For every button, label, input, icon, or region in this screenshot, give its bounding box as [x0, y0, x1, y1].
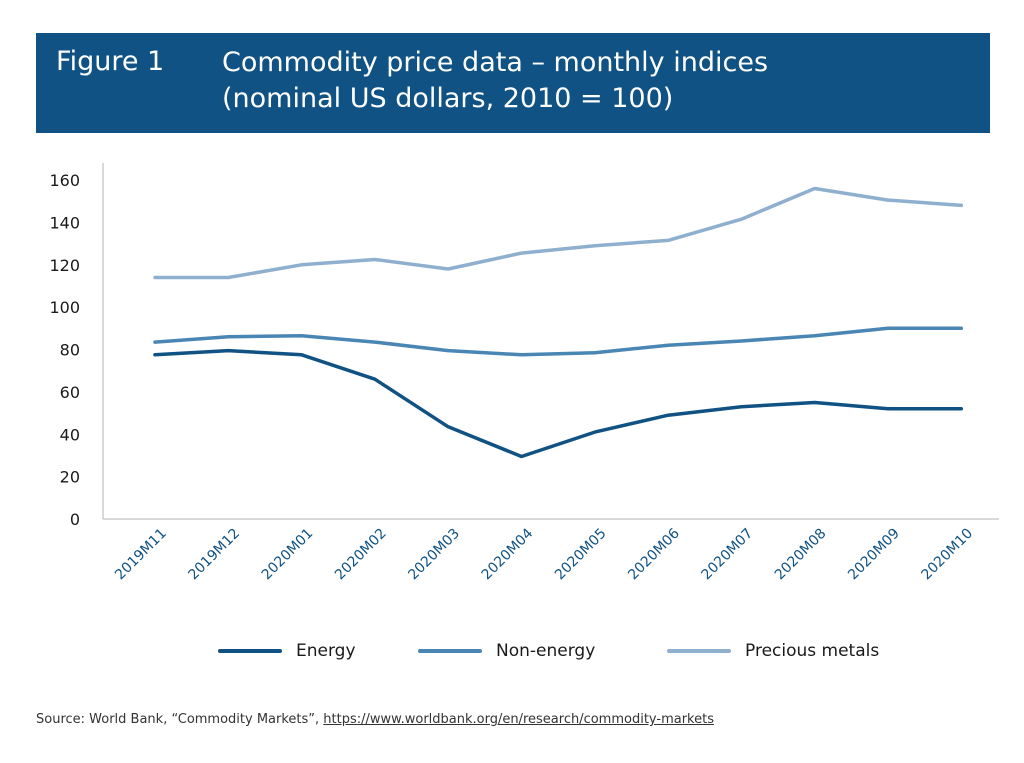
figure-title: Commodity price data – monthly indices (… — [222, 45, 768, 117]
legend-swatch-energy — [218, 649, 282, 653]
y-tick-label: 120 — [49, 256, 80, 275]
y-tick-label: 80 — [60, 341, 80, 360]
source-link[interactable]: https://www.worldbank.org/en/research/co… — [323, 712, 714, 727]
series-line-precious-metals — [153, 186, 964, 280]
legend-swatch-non-energy — [418, 649, 482, 653]
chart-series — [153, 186, 964, 459]
x-tick-label: 2020M02 — [332, 526, 390, 584]
y-tick-label: 40 — [60, 425, 80, 444]
x-tick-label: 2020M10 — [918, 526, 976, 584]
x-tick-label: 2020M03 — [405, 526, 463, 584]
x-tick-label: 2019M12 — [185, 526, 243, 584]
source-note: Source: World Bank, “Commodity Markets”,… — [36, 712, 714, 727]
series-line-non-energy — [153, 326, 964, 357]
y-tick-label: 0 — [70, 510, 80, 529]
figure-header: Figure 1 Commodity price data – monthly … — [36, 33, 990, 133]
figure-title-line-2: (nominal US dollars, 2010 = 100) — [222, 83, 674, 114]
x-tick-label: 2020M04 — [479, 525, 537, 583]
x-tick-label: 2020M09 — [845, 526, 903, 584]
chart-legend: Energy Non-energy Precious metals — [0, 636, 1024, 666]
legend-label-energy: Energy — [296, 641, 356, 661]
figure-title-line-1: Commodity price data – monthly indices — [222, 47, 769, 78]
x-tick-label: 2019M11 — [112, 526, 170, 584]
legend-item-non-energy: Non-energy — [418, 636, 595, 666]
legend-swatch-precious-metals — [667, 649, 731, 653]
legend-label-precious-metals: Precious metals — [745, 641, 880, 661]
line-chart: 0 20 40 60 80 100 120 140 160 2019M11 2019M12 2020… — [49, 163, 999, 584]
x-tick-label: 2020M05 — [552, 526, 610, 584]
x-axis: 2019M11 2019M12 2020M01 2020M02 2020M03 2020M… — [103, 518, 999, 584]
source-text: Source: World Bank, “Commodity Markets”, — [36, 712, 324, 727]
legend-item-precious-metals: Precious metals — [667, 636, 879, 666]
y-tick-label: 100 — [49, 298, 80, 317]
x-tick-label: 2020M01 — [259, 526, 317, 584]
legend-label-non-energy: Non-energy — [496, 641, 596, 661]
x-tick-label: 2020M07 — [699, 526, 757, 584]
y-tick-label: 160 — [49, 171, 80, 190]
series-line-energy — [153, 348, 964, 459]
y-axis: 0 20 40 60 80 100 120 140 160 — [49, 163, 104, 529]
x-tick-label: 2020M06 — [625, 525, 683, 583]
y-tick-label: 60 — [60, 383, 80, 402]
y-tick-label: 20 — [60, 468, 80, 487]
figure-label: Figure 1 — [56, 46, 165, 77]
y-tick-label: 140 — [49, 213, 80, 232]
legend-item-energy: Energy — [218, 636, 356, 666]
x-tick-label: 2020M08 — [772, 526, 830, 584]
